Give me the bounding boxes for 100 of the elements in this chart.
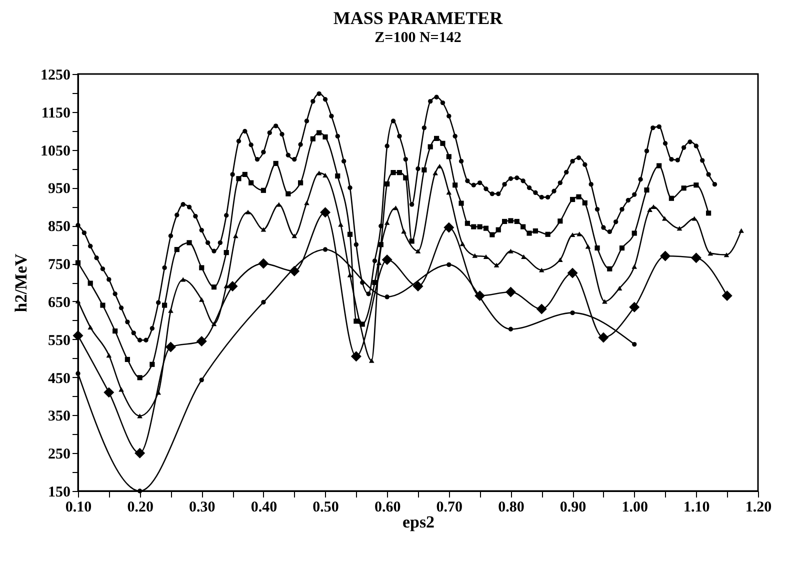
point <box>647 207 652 212</box>
point <box>322 247 328 252</box>
point <box>76 371 80 376</box>
point <box>168 308 174 313</box>
point <box>508 248 514 254</box>
y-tick-label: 1050 <box>40 143 70 160</box>
point <box>258 258 269 269</box>
point <box>106 352 112 358</box>
x-tick-label: 0.10 <box>65 500 92 516</box>
point <box>676 226 682 231</box>
point <box>690 252 702 264</box>
point <box>616 286 622 290</box>
point <box>304 200 310 206</box>
point <box>338 222 344 227</box>
point <box>320 207 331 218</box>
y-tick-label: 250 <box>48 446 70 463</box>
point <box>660 250 671 262</box>
point <box>261 300 266 305</box>
point <box>199 378 204 382</box>
point <box>692 216 697 221</box>
x-tick-label: 1.10 <box>684 500 710 516</box>
x-axis-title: eps2 <box>402 512 435 532</box>
point <box>368 358 374 363</box>
point <box>494 262 500 268</box>
y-tick-label: 850 <box>48 219 70 236</box>
point <box>232 234 238 238</box>
point <box>384 220 390 225</box>
point <box>393 206 398 210</box>
point <box>629 302 640 312</box>
point <box>521 254 526 260</box>
y-tick-label: 1250 <box>40 68 70 84</box>
point <box>137 488 142 494</box>
y-tick-label: 350 <box>48 408 70 425</box>
x-tick-label: 0.50 <box>312 500 339 516</box>
point <box>88 324 94 330</box>
point <box>724 252 730 258</box>
x-tick-label: 0.60 <box>374 500 401 516</box>
point <box>198 297 204 302</box>
x-tick-label: 0.70 <box>436 500 463 516</box>
point <box>738 228 744 233</box>
point <box>662 216 668 221</box>
x-tick-label: 1.00 <box>622 500 648 516</box>
point <box>708 251 714 256</box>
point <box>538 268 544 272</box>
point <box>382 254 392 265</box>
point <box>436 164 442 168</box>
y-tick-label: 150 <box>48 484 70 500</box>
x-tick-label: 0.80 <box>498 500 524 516</box>
y-tick-label: 750 <box>48 257 70 274</box>
point <box>446 190 452 195</box>
point <box>576 232 582 236</box>
point <box>570 232 576 238</box>
point <box>602 299 608 304</box>
y-tick-label: 1150 <box>41 105 70 122</box>
chart-title: MASS PARAMETER <box>333 8 504 28</box>
x-tick-label: 1.20 <box>745 500 772 516</box>
point <box>180 277 186 282</box>
y-tick-label: 950 <box>48 181 70 198</box>
point <box>505 286 516 298</box>
point <box>134 448 146 458</box>
point <box>350 351 362 362</box>
y-tick-label: 550 <box>48 332 70 349</box>
point <box>650 204 656 209</box>
point <box>118 387 124 392</box>
point <box>722 290 732 302</box>
point <box>585 244 591 249</box>
point <box>536 304 547 314</box>
point <box>384 294 390 300</box>
point <box>401 229 406 234</box>
point <box>415 248 421 254</box>
point <box>558 257 563 262</box>
point <box>322 172 328 178</box>
x-tick-label: 0.20 <box>127 500 154 516</box>
point <box>196 336 207 347</box>
point <box>446 262 452 268</box>
point <box>227 281 238 292</box>
point <box>460 242 466 246</box>
x-tick-label: 0.30 <box>189 500 216 516</box>
point <box>632 264 638 269</box>
point <box>444 222 454 233</box>
point <box>292 234 298 238</box>
y-tick-label: 450 <box>48 370 70 387</box>
point <box>432 170 438 176</box>
chart-subtitle: Z=100 N=142 <box>374 30 462 46</box>
point <box>570 310 575 316</box>
point <box>483 254 489 260</box>
point <box>137 414 142 418</box>
x-tick-label: 0.90 <box>560 500 586 516</box>
point <box>165 342 176 352</box>
point <box>260 227 266 232</box>
y-axis-title: h2/MeV <box>12 253 30 312</box>
x-tick-label: 0.40 <box>250 500 278 516</box>
point <box>412 281 424 292</box>
y-tick-label: 650 <box>48 294 70 311</box>
point <box>632 342 637 347</box>
point <box>347 272 353 278</box>
point <box>104 387 114 398</box>
point <box>472 253 478 258</box>
point <box>245 210 251 214</box>
point <box>508 326 514 332</box>
